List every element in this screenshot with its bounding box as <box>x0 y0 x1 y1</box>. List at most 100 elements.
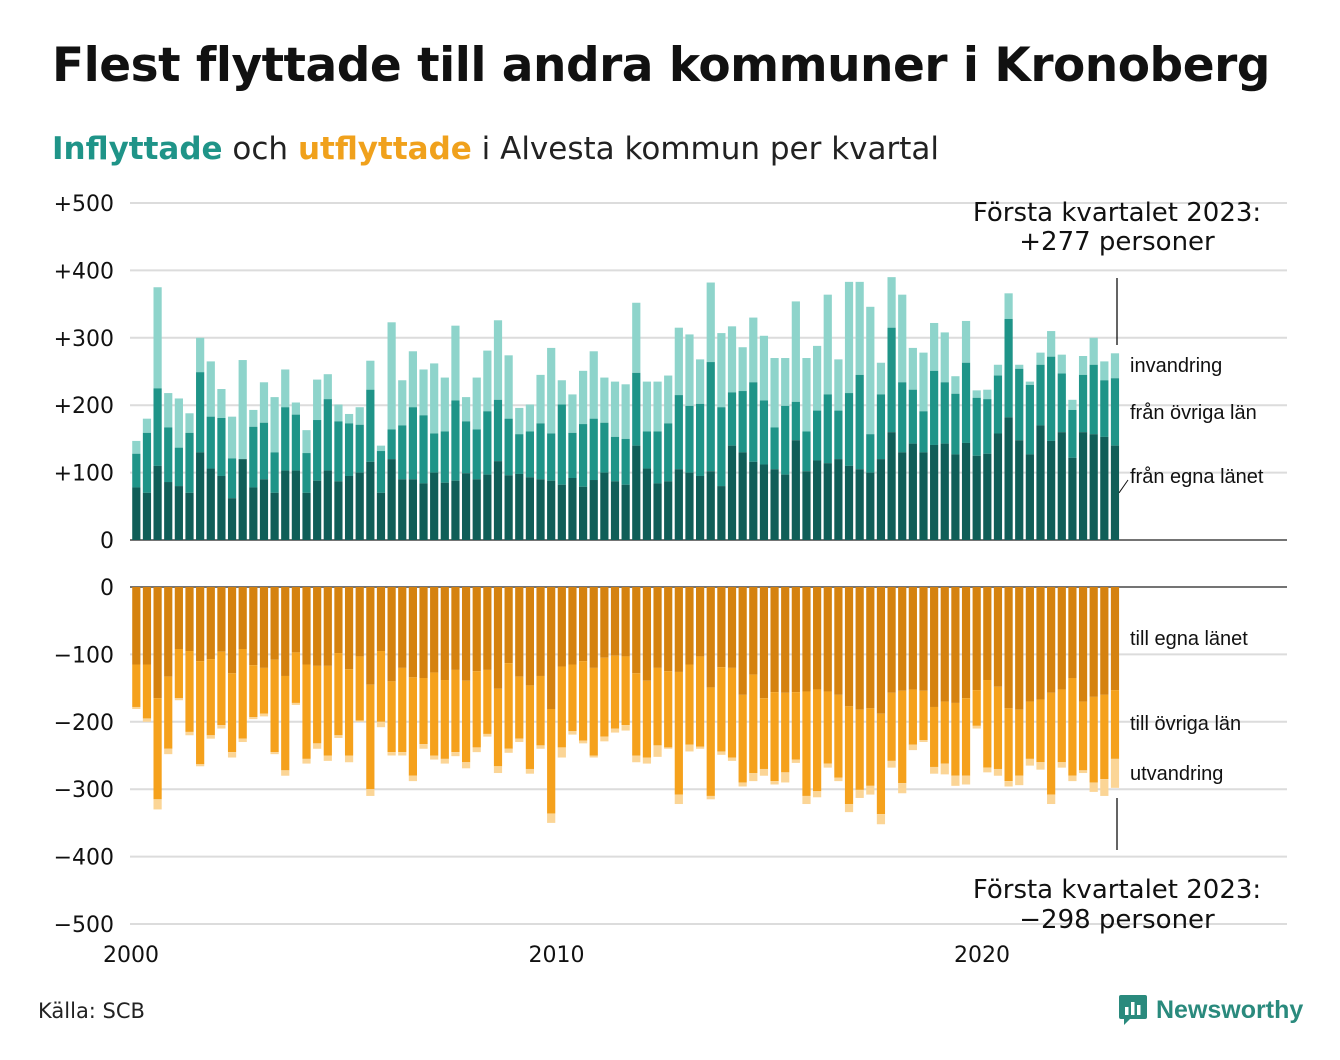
bar-in-immigration <box>291 402 300 415</box>
bar-in-immigration <box>1110 353 1120 379</box>
bar-in-own-county <box>547 480 556 540</box>
bar-out-emigration <box>653 745 662 757</box>
bar-in-immigration <box>823 294 832 395</box>
bar-in-other-county <box>930 370 939 445</box>
bar-in-own-county <box>802 471 811 540</box>
bar-out-own-county <box>408 587 417 678</box>
bar-out-own-county <box>621 587 630 657</box>
bar-out-other-county <box>738 694 747 783</box>
bar-in-own-county <box>823 463 832 540</box>
bar-in-own-county <box>132 487 141 540</box>
bar-in-other-county <box>908 389 917 444</box>
bar-in-other-county <box>696 403 705 476</box>
bar-in-immigration <box>727 326 737 393</box>
bar-out-emigration <box>1068 775 1077 782</box>
bar-out-own-county <box>1004 587 1013 709</box>
bar-in-other-county <box>951 393 960 455</box>
bar-in-immigration <box>770 358 779 428</box>
bar-out-other-county <box>334 653 343 736</box>
bar-out-other-county <box>536 675 545 746</box>
bar-out-own-county <box>717 587 726 668</box>
bar-in-immigration <box>1036 352 1045 365</box>
bar-in-own-county <box>940 443 949 540</box>
bar-out-own-county <box>876 587 886 714</box>
bar-in-immigration <box>802 358 811 432</box>
bar-out-own-county <box>568 587 577 665</box>
bar-out-emigration <box>1078 770 1088 774</box>
bar-in-other-county <box>887 327 896 433</box>
bar-in-immigration <box>472 377 481 430</box>
bar-out-emigration <box>930 766 939 774</box>
bar-in-immigration <box>898 294 907 383</box>
bar-in-own-county <box>302 492 311 540</box>
bar-out-own-county <box>493 587 503 689</box>
bar-out-emigration <box>164 748 173 755</box>
bar-out-emigration <box>1100 779 1109 796</box>
bar-in-other-county <box>749 382 758 462</box>
bar-out-other-county <box>961 698 971 776</box>
bar-in-other-county <box>898 382 907 453</box>
bar-out-other-county <box>238 649 247 739</box>
bar-in-immigration <box>1068 399 1077 410</box>
bar-out-own-county <box>515 587 524 677</box>
bar-out-other-county <box>1100 694 1109 780</box>
bar-out-emigration <box>898 783 907 794</box>
bar-out-other-county <box>855 709 864 790</box>
bar-out-other-county <box>983 680 992 768</box>
bar-in-own-county <box>313 480 322 540</box>
bar-out-emigration <box>685 744 694 752</box>
bar-out-emigration <box>727 757 737 761</box>
bar-out-other-county <box>419 677 428 745</box>
bar-out-other-county <box>185 651 194 732</box>
series-label-connector <box>1118 479 1129 494</box>
bar-out-other-county <box>408 677 417 776</box>
bar-in-immigration <box>1057 354 1066 374</box>
bar-out-emigration <box>291 702 300 705</box>
bar-in-other-county <box>866 434 875 473</box>
bar-in-own-county <box>504 475 513 540</box>
bar-out-other-county <box>461 680 471 763</box>
bar-in-other-county <box>323 399 332 471</box>
bar-in-immigration <box>313 379 322 421</box>
bar-in-immigration <box>440 377 449 432</box>
bar-out-other-county <box>685 664 694 745</box>
bar-in-immigration <box>866 306 875 435</box>
bar-in-own-county <box>993 433 1003 540</box>
bar-in-other-county <box>334 421 343 482</box>
bar-in-own-county <box>961 442 971 540</box>
bar-out-other-county <box>844 706 854 805</box>
bar-in-immigration <box>206 361 215 417</box>
bar-in-other-county <box>961 362 971 443</box>
bar-out-own-county <box>525 587 535 686</box>
bar-out-emigration <box>249 717 258 720</box>
bar-in-own-county <box>844 465 854 540</box>
bar-out-own-county <box>547 587 556 709</box>
bar-in-other-county <box>993 375 1003 434</box>
bar-in-own-county <box>1078 432 1088 540</box>
bar-out-other-county <box>366 684 375 790</box>
bar-out-other-county <box>504 663 513 749</box>
bar-out-own-county <box>387 587 396 682</box>
bar-in-immigration <box>919 352 928 412</box>
bar-out-other-county <box>674 671 683 795</box>
bar-in-other-county <box>919 411 928 453</box>
series-label-bottom: till övriga län <box>1130 713 1241 735</box>
bar-in-own-county <box>727 445 737 540</box>
bar-in-own-county <box>259 479 269 540</box>
bar-out-emigration <box>813 791 822 798</box>
bar-out-other-county <box>1089 696 1098 783</box>
bar-out-emigration <box>196 764 205 767</box>
bar-out-other-county <box>653 667 662 746</box>
bar-in-own-county <box>791 440 800 540</box>
bar-out-other-county <box>1004 708 1013 782</box>
bar-out-own-county <box>1015 587 1024 710</box>
bar-in-other-county <box>834 410 843 460</box>
bar-out-emigration <box>408 775 417 782</box>
bar-in-own-county <box>855 469 864 540</box>
bar-in-other-county <box>355 424 364 473</box>
bar-in-immigration <box>664 375 673 424</box>
bar-in-other-county <box>430 433 439 473</box>
bar-in-own-county <box>249 487 258 540</box>
bar-in-immigration <box>940 332 949 383</box>
bar-in-own-county <box>291 470 300 540</box>
